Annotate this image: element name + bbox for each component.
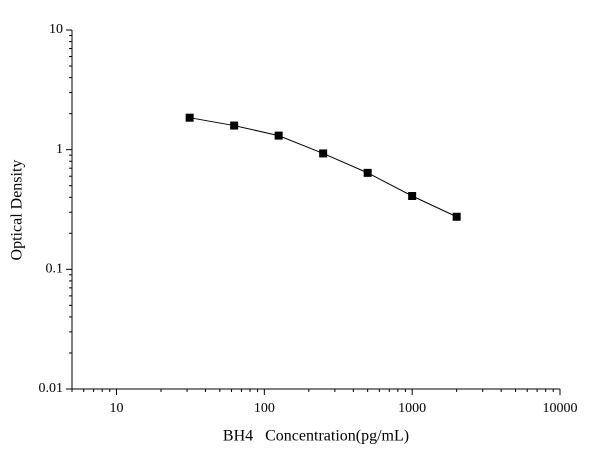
data-point <box>274 131 283 140</box>
data-point <box>230 121 239 130</box>
y-tick-label: 10 <box>49 22 63 37</box>
x-tick-label: 1000 <box>398 401 426 416</box>
y-tick-label: 1 <box>56 142 63 157</box>
data-point <box>452 212 461 221</box>
y-tick-label: 0.01 <box>39 381 64 396</box>
x-tick-label: 10000 <box>543 401 578 416</box>
data-point <box>185 113 194 122</box>
x-tick-label: 10 <box>110 401 124 416</box>
y-axis-label: Optical Density <box>9 160 26 261</box>
data-point <box>363 168 372 177</box>
data-point <box>408 192 417 201</box>
series-line <box>189 117 457 218</box>
y-tick-label: 0.1 <box>46 262 64 277</box>
x-tick-label: 100 <box>254 401 275 416</box>
data-point <box>319 149 328 158</box>
x-axis-label: BH4 Concentration(pg/mL) <box>223 428 409 445</box>
